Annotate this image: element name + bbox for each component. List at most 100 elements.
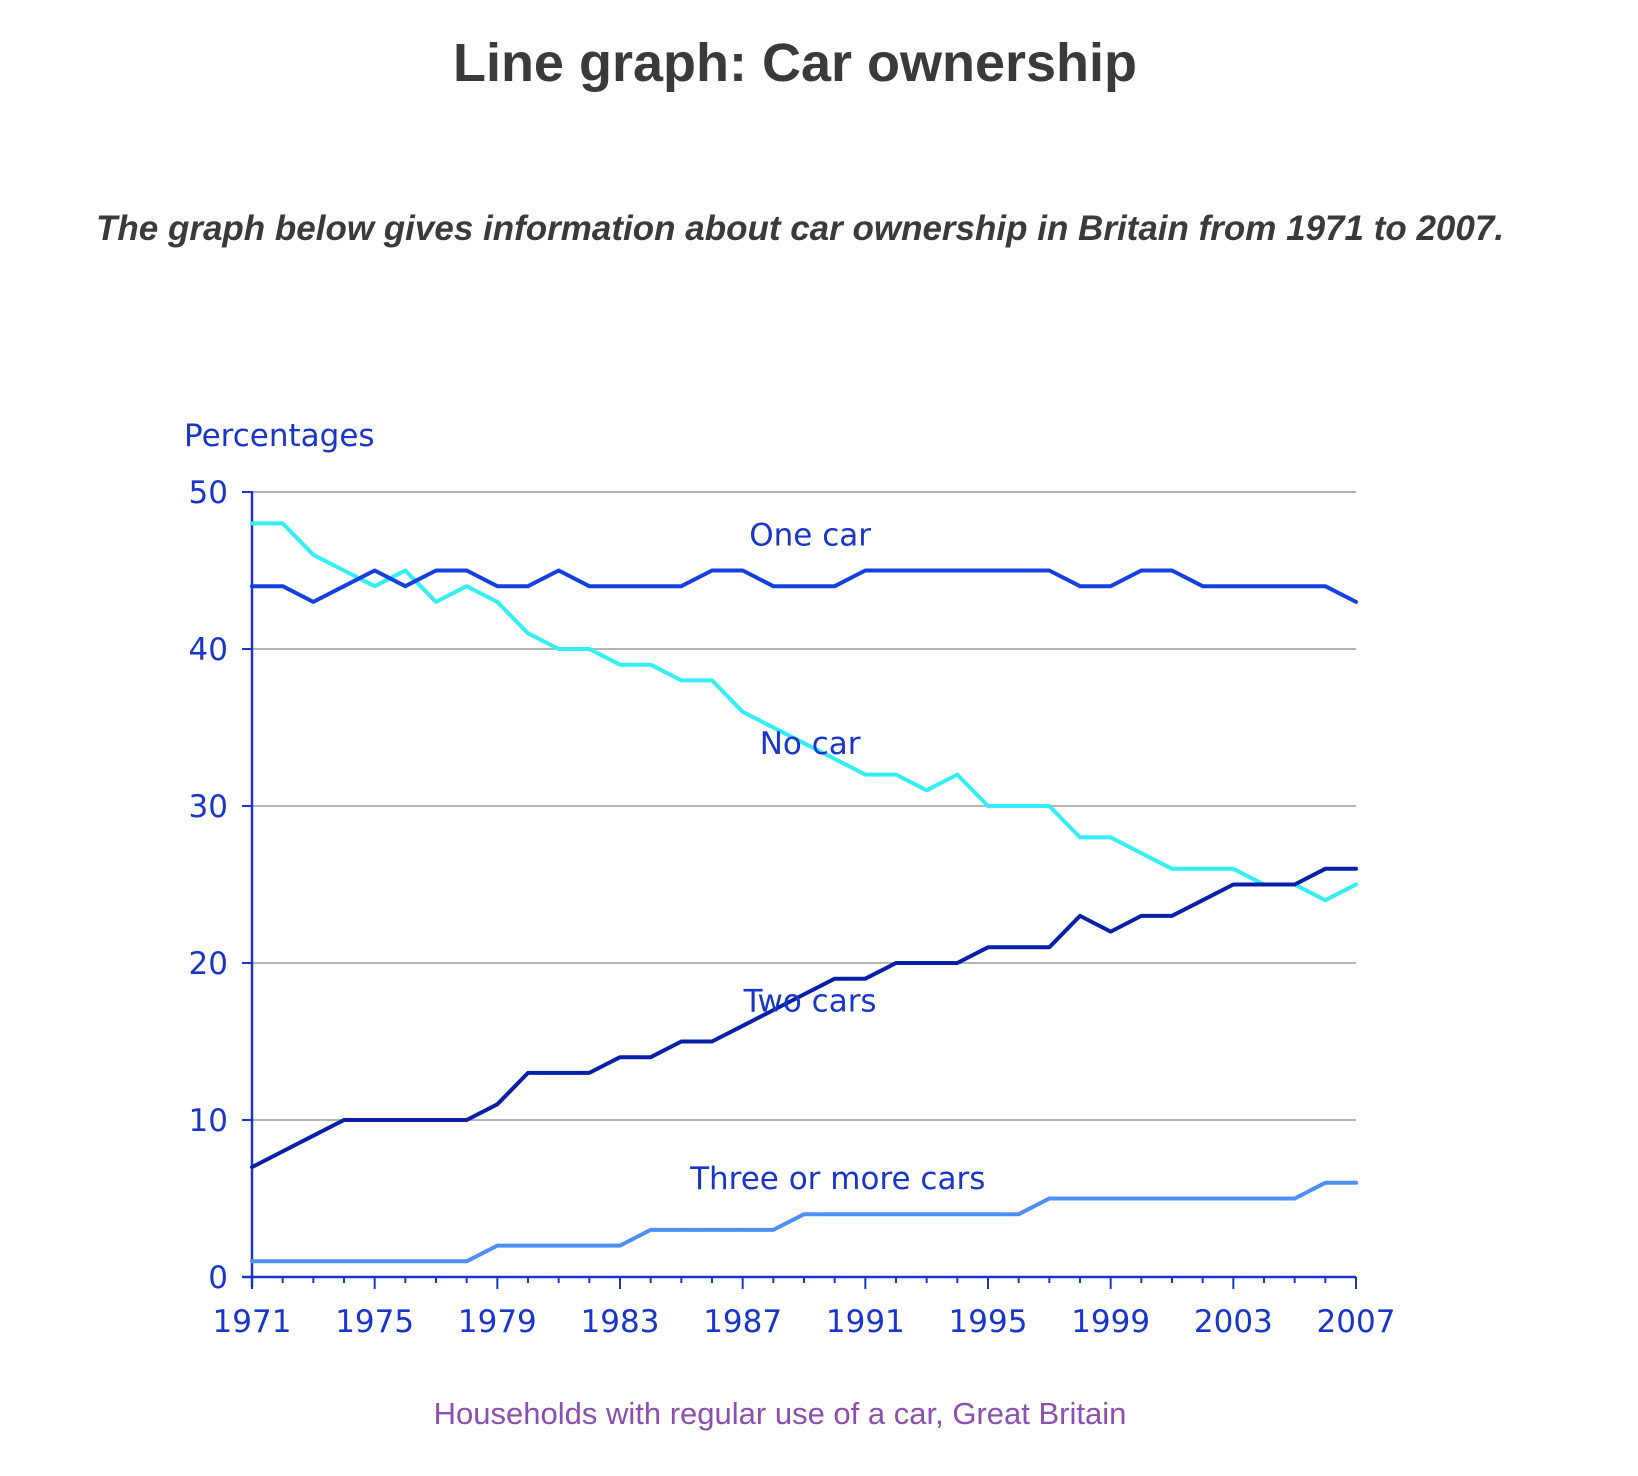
series-label-one-car: One car bbox=[749, 517, 871, 553]
series-line-three-or-more-cars bbox=[250, 1180, 1358, 1264]
data-point-one-car bbox=[1170, 569, 1174, 572]
data-point-no-car bbox=[1139, 851, 1143, 855]
data-point-one-car bbox=[342, 584, 346, 588]
data-point-three-or-more-cars bbox=[802, 1212, 806, 1216]
data-point-two-cars bbox=[1139, 914, 1143, 918]
data-point-one-car bbox=[1201, 584, 1205, 588]
data-point-one-car bbox=[771, 584, 775, 588]
data-point-two-cars bbox=[986, 945, 990, 949]
data-point-three-or-more-cars bbox=[250, 1259, 254, 1263]
data-point-two-cars bbox=[342, 1118, 346, 1122]
data-point-three-or-more-cars bbox=[1078, 1197, 1082, 1200]
data-point-two-cars bbox=[894, 961, 898, 965]
data-point-three-or-more-cars bbox=[679, 1228, 683, 1232]
data-point-no-car bbox=[587, 647, 591, 651]
data-point-three-or-more-cars bbox=[495, 1244, 499, 1248]
data-point-two-cars bbox=[1231, 883, 1235, 886]
data-point-no-car bbox=[1017, 804, 1021, 808]
data-point-two-cars bbox=[771, 1008, 775, 1012]
data-point-one-car bbox=[434, 569, 438, 572]
data-point-no-car bbox=[833, 757, 837, 761]
data-point-no-car bbox=[342, 569, 346, 572]
y-tick-label: 40 bbox=[189, 632, 228, 668]
y-tick-label: 50 bbox=[189, 475, 228, 511]
data-point-two-cars bbox=[403, 1118, 407, 1122]
data-point-no-car bbox=[649, 663, 653, 667]
data-point-no-car bbox=[311, 553, 315, 557]
data-point-no-car bbox=[955, 773, 959, 777]
data-point-no-car bbox=[1262, 883, 1266, 886]
data-point-no-car bbox=[1078, 835, 1082, 839]
data-point-no-car bbox=[1170, 867, 1174, 871]
intro-text: The graph below gives information about … bbox=[96, 209, 1505, 248]
x-tick-label: 1983 bbox=[581, 1304, 660, 1340]
data-point-one-car bbox=[863, 569, 867, 572]
data-point-three-or-more-cars bbox=[311, 1259, 315, 1263]
data-point-one-car bbox=[1047, 569, 1051, 572]
data-point-one-car bbox=[833, 584, 837, 588]
data-point-one-car bbox=[1231, 584, 1235, 588]
data-point-three-or-more-cars bbox=[281, 1259, 285, 1263]
y-axis-title: Percentages bbox=[184, 418, 375, 454]
data-point-two-cars bbox=[955, 961, 959, 965]
x-tick-label: 2007 bbox=[1317, 1304, 1396, 1340]
data-point-no-car bbox=[495, 600, 499, 604]
data-point-three-or-more-cars bbox=[342, 1259, 346, 1263]
data-point-three-or-more-cars bbox=[373, 1259, 377, 1263]
data-point-one-car bbox=[1262, 584, 1266, 588]
data-point-two-cars bbox=[311, 1134, 315, 1138]
data-point-one-car bbox=[802, 584, 806, 588]
data-point-no-car bbox=[618, 663, 622, 667]
data-point-one-car bbox=[557, 569, 561, 572]
data-point-two-cars bbox=[833, 977, 837, 981]
data-point-two-cars bbox=[587, 1071, 591, 1075]
data-point-two-cars bbox=[679, 1040, 683, 1043]
data-point-two-cars bbox=[1293, 883, 1297, 886]
y-tick-label: 10 bbox=[189, 1103, 228, 1139]
data-point-no-car bbox=[986, 804, 990, 808]
series-label-two-cars: Two cars bbox=[743, 984, 877, 1020]
data-point-three-or-more-cars bbox=[710, 1228, 714, 1232]
x-tick-label: 1995 bbox=[949, 1304, 1028, 1340]
data-point-one-car bbox=[1017, 569, 1021, 572]
data-point-no-car bbox=[1109, 835, 1113, 839]
y-tick-label: 30 bbox=[189, 789, 228, 825]
series-label-three-or-more-cars: Three or more cars bbox=[689, 1161, 985, 1197]
data-point-one-car bbox=[250, 584, 254, 588]
data-point-two-cars bbox=[863, 977, 867, 981]
data-point-one-car bbox=[741, 569, 745, 572]
data-point-one-car bbox=[679, 584, 683, 588]
data-point-three-or-more-cars bbox=[1262, 1197, 1266, 1200]
data-point-one-car bbox=[403, 584, 407, 588]
y-tick-label: 20 bbox=[189, 946, 228, 982]
data-point-two-cars bbox=[1047, 945, 1051, 949]
data-point-one-car bbox=[1293, 584, 1297, 588]
data-point-three-or-more-cars bbox=[434, 1259, 438, 1263]
data-point-two-cars bbox=[649, 1055, 653, 1059]
data-point-one-car bbox=[587, 584, 591, 588]
data-point-no-car bbox=[250, 521, 254, 525]
data-point-two-cars bbox=[557, 1071, 561, 1075]
data-point-two-cars bbox=[1354, 867, 1358, 871]
data-point-two-cars bbox=[741, 1024, 745, 1028]
x-tick-label: 1987 bbox=[703, 1304, 782, 1340]
series-line-one-car bbox=[250, 568, 1358, 604]
data-point-no-car bbox=[434, 600, 438, 604]
x-tick-label: 1999 bbox=[1071, 1304, 1150, 1340]
data-point-three-or-more-cars bbox=[894, 1212, 898, 1216]
data-point-three-or-more-cars bbox=[526, 1244, 530, 1248]
data-point-one-car bbox=[1139, 569, 1143, 572]
x-tick-label: 1971 bbox=[213, 1304, 292, 1340]
data-point-one-car bbox=[1323, 584, 1327, 588]
data-point-two-cars bbox=[802, 992, 806, 996]
data-point-three-or-more-cars bbox=[557, 1244, 561, 1248]
data-point-one-car bbox=[311, 600, 315, 604]
data-point-no-car bbox=[925, 788, 929, 792]
data-point-two-cars bbox=[373, 1118, 377, 1122]
data-point-one-car bbox=[1354, 600, 1358, 604]
data-point-three-or-more-cars bbox=[1109, 1197, 1113, 1200]
data-point-two-cars bbox=[1017, 945, 1021, 949]
data-point-three-or-more-cars bbox=[649, 1228, 653, 1232]
data-point-two-cars bbox=[495, 1102, 499, 1106]
data-point-two-cars bbox=[250, 1165, 254, 1169]
